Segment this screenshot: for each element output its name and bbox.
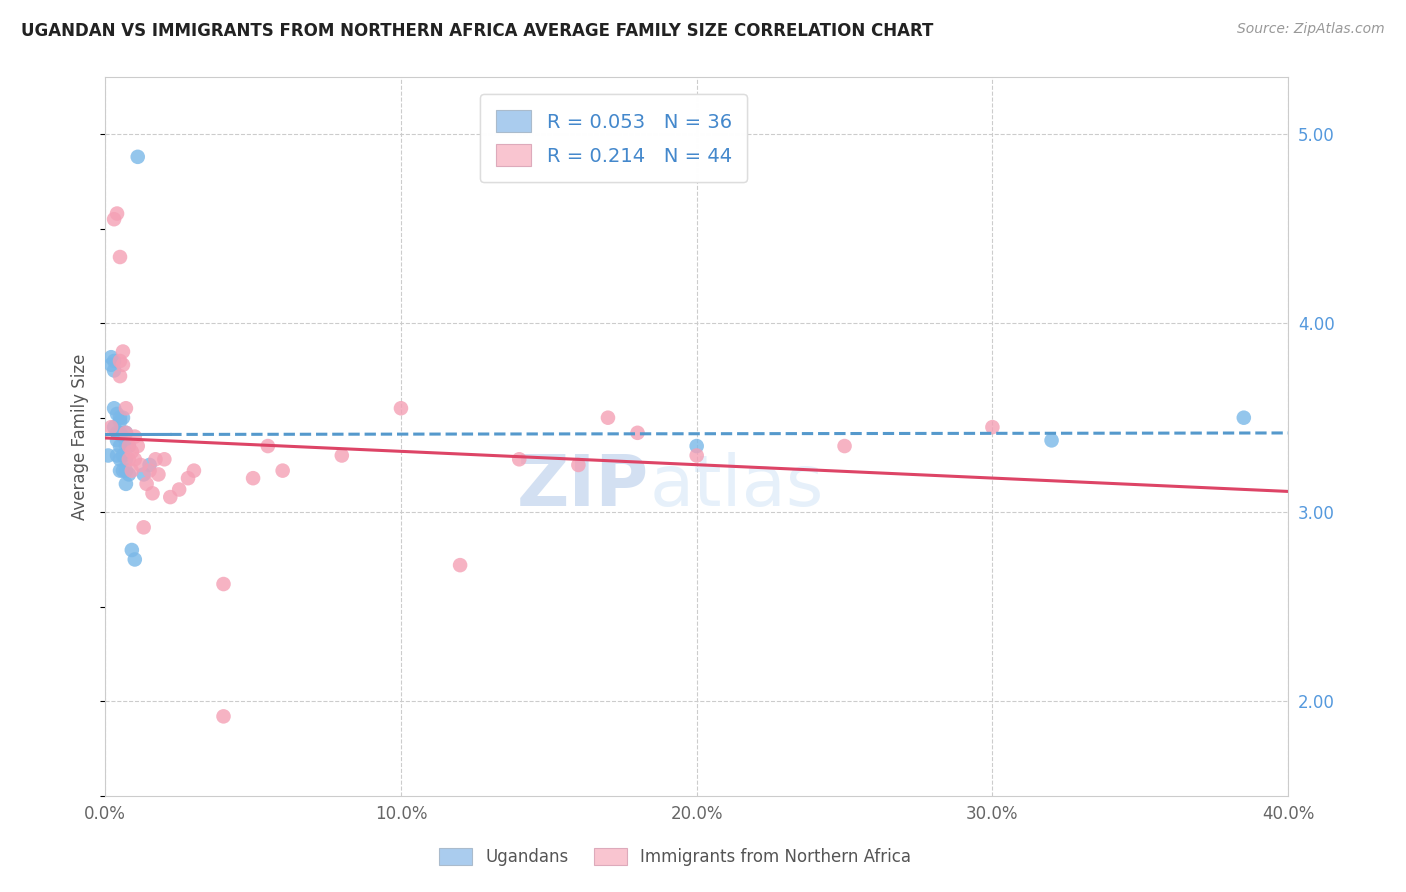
Point <box>108 452 131 467</box>
Point <box>108 369 131 384</box>
Point <box>686 449 709 463</box>
Point <box>108 250 131 264</box>
Point <box>108 439 131 453</box>
Point <box>121 464 143 478</box>
Legend: Ugandans, Immigrants from Northern Africa: Ugandans, Immigrants from Northern Afric… <box>430 840 920 875</box>
Point <box>508 452 530 467</box>
Point <box>108 464 131 478</box>
Point <box>127 439 149 453</box>
Point <box>105 425 128 440</box>
Point <box>105 407 128 421</box>
Point <box>124 429 146 443</box>
Point <box>135 476 157 491</box>
Point <box>115 425 138 440</box>
Point <box>1040 434 1063 448</box>
Point <box>145 452 167 467</box>
Point <box>115 439 138 453</box>
Point <box>132 520 155 534</box>
Text: Source: ZipAtlas.com: Source: ZipAtlas.com <box>1237 22 1385 37</box>
Point <box>686 439 709 453</box>
Point <box>167 483 190 497</box>
Point <box>129 458 152 472</box>
Point <box>108 410 131 425</box>
Point <box>271 464 294 478</box>
Point <box>105 449 128 463</box>
Point <box>118 452 141 467</box>
Point <box>103 401 125 416</box>
Point <box>183 464 205 478</box>
Point <box>257 439 280 453</box>
Point <box>121 444 143 458</box>
Point <box>138 464 160 478</box>
Point <box>111 344 134 359</box>
Text: atlas: atlas <box>650 452 824 522</box>
Point <box>118 467 141 482</box>
Point <box>103 420 125 434</box>
Point <box>111 429 134 443</box>
Point <box>834 439 856 453</box>
Point <box>121 543 143 558</box>
Text: ZIP: ZIP <box>517 452 650 522</box>
Point <box>177 471 200 485</box>
Point <box>111 410 134 425</box>
Point <box>567 458 589 472</box>
Point <box>242 471 264 485</box>
Point <box>111 358 134 372</box>
Point <box>138 458 160 472</box>
Y-axis label: Average Family Size: Average Family Size <box>72 353 89 520</box>
Text: UGANDAN VS IMMIGRANTS FROM NORTHERN AFRICA AVERAGE FAMILY SIZE CORRELATION CHART: UGANDAN VS IMMIGRANTS FROM NORTHERN AFRI… <box>21 22 934 40</box>
Point <box>981 420 1004 434</box>
Point <box>108 425 131 440</box>
Point <box>1233 410 1256 425</box>
Point <box>115 401 138 416</box>
Point <box>103 354 125 368</box>
Point <box>111 464 134 478</box>
Point <box>115 476 138 491</box>
Point <box>108 354 131 368</box>
Point <box>105 206 128 220</box>
Point <box>103 363 125 377</box>
Point <box>100 358 122 372</box>
Point <box>118 439 141 453</box>
Point <box>100 350 122 364</box>
Legend: R = 0.053   N = 36, R = 0.214   N = 44: R = 0.053 N = 36, R = 0.214 N = 44 <box>481 95 747 182</box>
Point <box>141 486 163 500</box>
Point <box>103 212 125 227</box>
Point <box>124 552 146 566</box>
Point <box>115 425 138 440</box>
Point <box>115 464 138 478</box>
Point <box>108 415 131 429</box>
Point <box>124 452 146 467</box>
Point <box>127 150 149 164</box>
Point <box>626 425 648 440</box>
Point <box>118 439 141 453</box>
Point <box>596 410 619 425</box>
Point <box>105 434 128 448</box>
Point <box>115 452 138 467</box>
Point <box>449 558 471 573</box>
Point <box>100 420 122 434</box>
Point <box>212 577 235 591</box>
Point <box>97 449 120 463</box>
Point <box>153 452 176 467</box>
Point <box>212 709 235 723</box>
Point <box>159 490 181 504</box>
Point <box>148 467 170 482</box>
Point <box>389 401 412 416</box>
Point <box>132 467 155 482</box>
Point <box>330 449 353 463</box>
Point <box>111 449 134 463</box>
